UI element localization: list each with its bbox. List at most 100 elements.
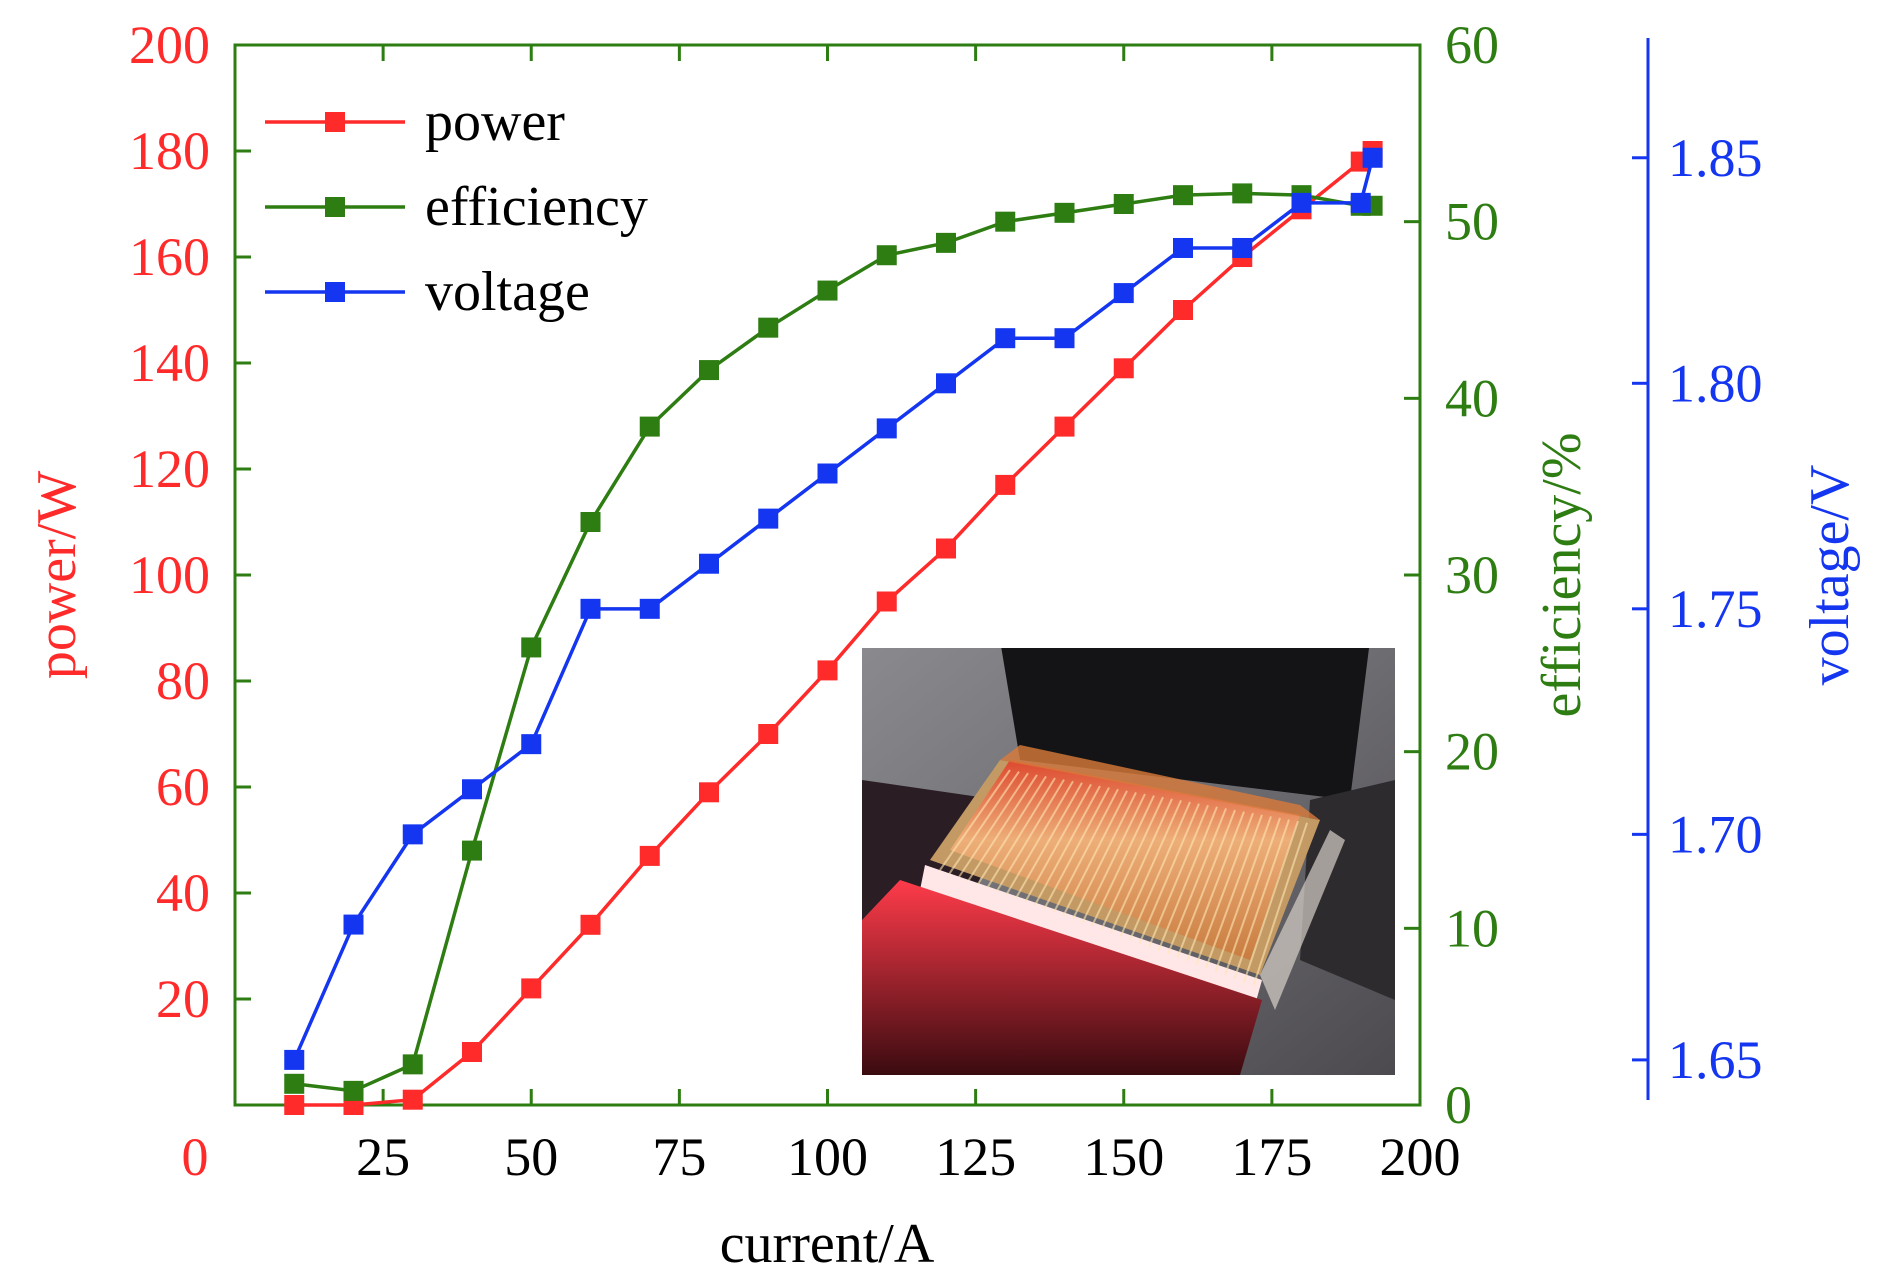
series-layer (284, 141, 1383, 1115)
x-tick-label: 100 (787, 1127, 868, 1187)
data-point-power (817, 660, 838, 681)
power-tick-label: 140 (129, 333, 210, 393)
efficiency-tick-label: 30 (1445, 545, 1499, 605)
data-point-voltage (1350, 192, 1371, 213)
data-point-power (995, 474, 1016, 495)
data-point-power (521, 978, 542, 999)
power-axis-ticks: 20 40 60 80 100 120 140 160 180 200 (129, 15, 251, 1029)
data-point-power (639, 845, 660, 866)
x-tick-label: 25 (356, 1127, 410, 1187)
x-tick-label: 50 (504, 1127, 558, 1187)
x-tick-label: 200 (1380, 1127, 1461, 1187)
data-point-efficiency (817, 280, 838, 301)
data-point-efficiency (521, 637, 542, 658)
data-point-efficiency (1054, 202, 1075, 223)
data-point-voltage (1173, 237, 1193, 258)
legend-label-voltage: voltage (425, 261, 590, 323)
data-point-voltage (402, 824, 423, 845)
data-point-power (462, 1042, 482, 1062)
legend-label-power: power (425, 91, 565, 153)
inset-photo (862, 648, 1395, 1075)
data-point-voltage (1113, 283, 1134, 304)
x-axis-label: current/A (720, 1213, 935, 1275)
data-point-efficiency (1232, 183, 1253, 204)
data-point-voltage (284, 1049, 305, 1070)
data-point-efficiency (1173, 185, 1193, 206)
data-point-power (876, 591, 897, 612)
x-tick-label: 175 (1231, 1127, 1312, 1187)
data-point-voltage (699, 553, 719, 574)
data-point-voltage (758, 508, 779, 529)
data-point-power (402, 1089, 423, 1110)
efficiency-tick-label: 10 (1445, 898, 1499, 958)
data-point-power (936, 538, 956, 559)
data-point-efficiency (639, 416, 660, 437)
power-tick-label: 40 (156, 863, 210, 923)
data-point-efficiency (580, 512, 601, 532)
efficiency-tick-label: 40 (1445, 368, 1499, 428)
power-axis-label: power/W (26, 471, 88, 680)
data-point-efficiency (1113, 194, 1134, 214)
data-point-efficiency (876, 245, 897, 266)
voltage-tick-label: 1.80 (1668, 353, 1763, 413)
x-tick-label: 150 (1083, 1127, 1164, 1187)
data-point-voltage (936, 373, 956, 394)
voltage-tick-label: 1.70 (1668, 804, 1763, 864)
legend-label-efficiency: efficiency (425, 176, 648, 238)
data-point-power (284, 1095, 305, 1115)
efficiency-axis-ticks: 0 10 20 30 40 50 60 (1404, 15, 1499, 1135)
data-point-voltage (521, 734, 542, 755)
voltage-axis-label: voltage/V (1799, 465, 1861, 686)
voltage-tick-label: 1.65 (1668, 1030, 1763, 1090)
x-axis-ticks: 0 25 50 75 100 125 150 175 200 (182, 45, 1461, 1187)
data-point-voltage (995, 328, 1016, 349)
power-tick-label: 20 (156, 969, 210, 1029)
data-point-voltage (1054, 328, 1075, 349)
power-tick-label: 80 (156, 651, 210, 711)
data-point-efficiency (758, 317, 779, 338)
efficiency-axis-label: efficiency/% (1531, 432, 1593, 717)
efficiency-tick-label: 0 (1445, 1075, 1472, 1135)
power-tick-label: 180 (129, 121, 210, 181)
power-tick-label: 60 (156, 757, 210, 817)
voltage-tick-label: 1.75 (1668, 579, 1763, 639)
power-tick-label: 120 (129, 439, 210, 499)
data-point-voltage (1232, 237, 1253, 258)
legend: power efficiency voltage (265, 91, 648, 323)
data-point-voltage (580, 598, 601, 619)
x-tick-label: 75 (652, 1127, 706, 1187)
data-point-voltage (817, 463, 838, 484)
power-tick-label: 200 (129, 15, 210, 75)
data-point-voltage (639, 598, 660, 619)
power-tick-label: 100 (129, 545, 210, 605)
efficiency-tick-label: 20 (1445, 722, 1499, 782)
legend-marker-power (325, 112, 345, 132)
data-point-power (1113, 358, 1134, 379)
data-point-voltage (876, 418, 897, 439)
data-point-efficiency (284, 1073, 305, 1094)
data-point-voltage (1291, 192, 1312, 213)
data-point-power (758, 724, 779, 744)
efficiency-tick-label: 50 (1445, 192, 1499, 252)
data-point-efficiency (462, 840, 482, 861)
power-tick-label: 160 (129, 227, 210, 287)
data-point-power (1173, 300, 1193, 320)
data-point-voltage (1362, 147, 1383, 168)
data-point-efficiency (995, 211, 1016, 232)
data-point-voltage (343, 914, 364, 935)
voltage-tick-label: 1.85 (1668, 128, 1763, 188)
data-point-efficiency (343, 1080, 364, 1101)
efficiency-tick-label: 60 (1445, 15, 1499, 75)
data-point-efficiency (699, 360, 719, 381)
legend-marker-voltage (325, 282, 345, 302)
data-point-power (1054, 416, 1075, 437)
x-tick-label: 0 (182, 1127, 209, 1187)
data-point-voltage (462, 779, 482, 800)
data-point-power (699, 782, 719, 803)
x-tick-label: 125 (935, 1127, 1016, 1187)
legend-marker-efficiency (325, 197, 345, 217)
data-point-efficiency (936, 232, 956, 253)
data-point-power (580, 914, 601, 935)
voltage-axis: 1.65 1.70 1.75 1.80 1.85 (1632, 38, 1763, 1100)
